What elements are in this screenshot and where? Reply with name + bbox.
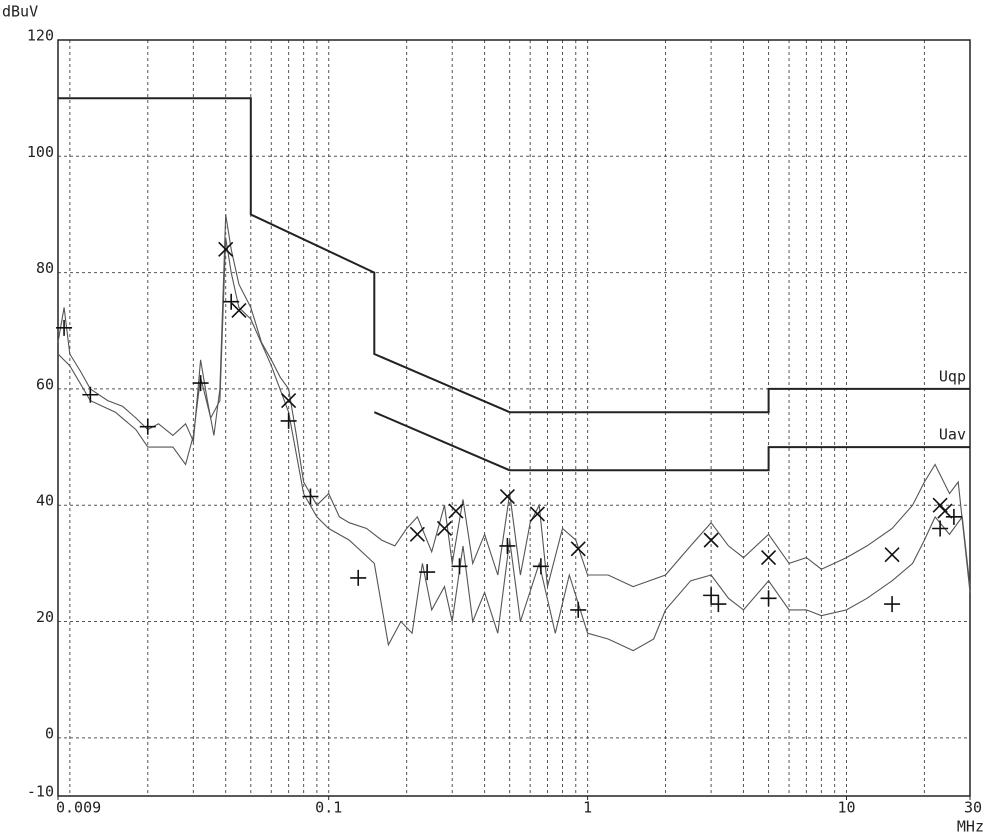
y-axis-label: dBuV — [2, 3, 38, 21]
y-tick-label: -10 — [27, 783, 54, 801]
marker — [218, 241, 234, 257]
marker — [192, 375, 209, 392]
y-tick-label: 0 — [45, 724, 54, 742]
marker — [139, 418, 156, 435]
marker — [945, 508, 962, 525]
marker — [499, 488, 515, 505]
plot-frame — [57, 39, 971, 797]
marker — [570, 541, 586, 557]
marker — [350, 569, 367, 586]
line-label: Uav — [939, 426, 966, 444]
marker — [760, 590, 777, 607]
marker — [302, 488, 319, 505]
x-tick-label: 10 — [837, 799, 855, 817]
y-tick-label: 40 — [36, 492, 54, 510]
trace-line — [57, 237, 971, 652]
limit-line — [58, 97, 970, 414]
marker — [760, 550, 777, 566]
marker — [82, 386, 99, 403]
marker — [884, 547, 900, 563]
y-tick-label: 120 — [27, 27, 54, 45]
marker — [409, 526, 425, 542]
marker — [223, 293, 240, 310]
marker — [231, 302, 247, 318]
x-tick-label: 1 — [583, 799, 592, 817]
marker — [932, 520, 949, 537]
marker — [448, 503, 464, 519]
marker — [499, 537, 516, 554]
marker — [436, 520, 453, 537]
y-tick-label: 80 — [36, 259, 54, 277]
marker — [56, 319, 73, 336]
trace-line — [57, 214, 971, 593]
marker — [710, 596, 727, 613]
x-tick-label: 0.1 — [315, 799, 342, 817]
x-tick-label: 30 — [964, 799, 982, 817]
marker — [937, 503, 953, 519]
y-tick-label: 20 — [36, 608, 54, 626]
marker — [532, 558, 549, 575]
marker — [570, 601, 587, 618]
y-tick-label: 100 — [27, 143, 54, 161]
x-axis-label: MHz — [957, 818, 984, 836]
y-tick-label: 60 — [36, 375, 54, 393]
marker — [529, 506, 545, 522]
x-tick-label: 0.009 — [56, 799, 101, 817]
line-label: Uqp — [939, 367, 966, 385]
limit-line — [373, 411, 970, 472]
marker — [703, 532, 719, 548]
marker — [419, 564, 436, 581]
marker — [451, 558, 468, 575]
marker — [281, 392, 297, 409]
marker — [703, 587, 720, 604]
marker — [884, 596, 901, 613]
marker — [280, 412, 297, 429]
